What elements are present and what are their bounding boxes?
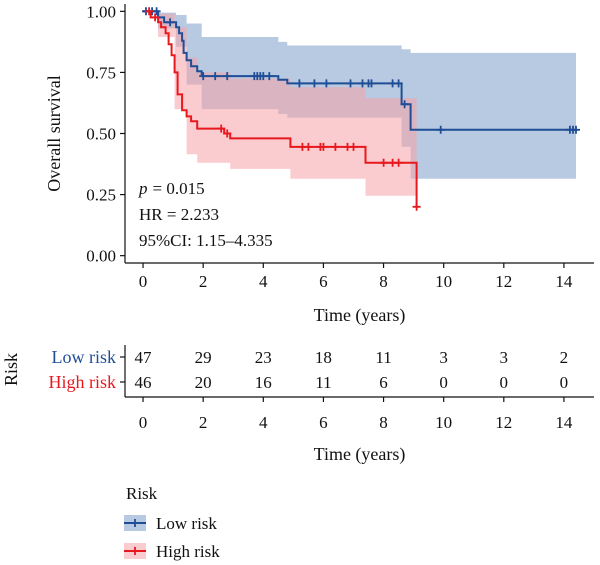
low-risk-risk-count: 29: [195, 348, 212, 367]
high-risk-censor-mark-3: [223, 129, 232, 138]
high-risk-risk-count: 6: [379, 373, 388, 392]
low-risk-risk-row-label: Low risk: [52, 347, 117, 367]
risk-x-axis-label: Time (years): [314, 444, 406, 465]
x-tick-label: 6: [319, 272, 328, 291]
low-risk-risk-count: 3: [439, 348, 448, 367]
high-risk-censor-mark-8: [331, 142, 340, 151]
y-axis-label: Overall survival: [44, 75, 64, 191]
low-risk-censor-mark-12: [295, 79, 304, 88]
x-tick-label: 2: [199, 272, 208, 291]
low-risk-censor-mark-21: [400, 100, 409, 109]
censor-marks: [142, 7, 580, 211]
x-axis-label: Time (years): [314, 305, 406, 326]
high-risk-censor-mark-13: [394, 158, 403, 167]
y-tick-label: 0.25: [86, 186, 116, 205]
low-risk-censor-mark-18: [367, 79, 376, 88]
y-tick-label: 0.50: [86, 125, 116, 144]
risk-x-tick-label: 8: [379, 413, 388, 432]
high-risk-censor-mark-10: [349, 142, 358, 151]
low-risk-censor-mark-6: [223, 72, 232, 81]
km-axes: 0.00 0.25 0.50 0.75 1.00 0 2 4 6 8 10 12 14 Time (yea…: [44, 2, 594, 326]
x-tick-label: 0: [139, 272, 148, 291]
high-risk-censor-mark-7: [319, 142, 328, 151]
risk-x-tick-label: 10: [435, 413, 452, 432]
high-risk-censor-mark-0: [145, 7, 154, 16]
low-risk-censor-mark-13: [310, 79, 319, 88]
high-risk-risk-count: 0: [500, 373, 509, 392]
high-risk-censor-mark-1: [151, 13, 160, 22]
high-risk-risk-count: 11: [315, 373, 331, 392]
low-risk-censor-mark-20: [394, 79, 403, 88]
legend-item-high-risk: High risk: [124, 542, 220, 561]
high-risk-risk-count: 0: [439, 373, 448, 392]
risk-table-title: Risk: [1, 353, 21, 386]
y-tick-label: 0.75: [86, 63, 116, 82]
high-risk-censor-mark-11: [379, 158, 388, 167]
stats-annotation: p = 0.015 HR = 2.233 95%CI: 1.15–4.335: [138, 179, 273, 250]
legend: Risk Low risk High risk: [124, 484, 220, 561]
low-risk-risk-count: 47: [135, 348, 153, 367]
km-plot: 0.00 0.25 0.50 0.75 1.00 0 2 4 6 8 10 12 14 Time (yea…: [44, 2, 594, 326]
y-tick-label: 0.00: [86, 247, 116, 266]
low-risk-censor-mark-15: [346, 79, 355, 88]
x-tick-label: 8: [379, 272, 388, 291]
low-risk-censor-mark-2: [152, 7, 161, 16]
low-risk-legend-label: Low risk: [156, 514, 217, 533]
risk-x-tick-label: 2: [199, 413, 208, 432]
legend-item-low-risk: Low risk: [124, 514, 217, 533]
low-risk-censor-mark-25: [572, 125, 580, 134]
risk-x-tick-label: 0: [139, 413, 148, 432]
high-risk-legend-label: High risk: [156, 542, 220, 561]
low-risk-censor-mark-14: [322, 79, 331, 88]
low-risk-censor-mark-11: [265, 72, 274, 81]
confidence-interval-text: 95%CI: 1.15–4.335: [139, 231, 273, 250]
low-risk-risk-count: 18: [315, 348, 332, 367]
high-risk-legend-marker: [131, 547, 139, 555]
x-tick-label: 14: [555, 272, 573, 291]
confidence-bands: [143, 11, 576, 245]
x-tick-label: 4: [259, 272, 268, 291]
high-risk-risk-count: 16: [255, 373, 272, 392]
high-risk-ci-band: [143, 11, 417, 245]
high-risk-survival-line: [143, 10, 418, 207]
high-risk-censor-mark-14: [412, 202, 421, 211]
high-risk-risk-count: 46: [135, 373, 152, 392]
x-tick-label: 10: [435, 272, 452, 291]
low-risk-censor-mark-3: [166, 18, 175, 27]
legend-items: Low risk High risk: [124, 514, 220, 561]
high-risk-censor-mark-5: [304, 142, 313, 151]
x-tick-label: 12: [495, 272, 512, 291]
risk-x-tick-label: 4: [259, 413, 268, 432]
high-risk-risk-row-label: High risk: [49, 372, 117, 392]
risk-x-tick-label: 12: [495, 413, 512, 432]
p-value-text: p = 0.015: [138, 179, 205, 198]
high-risk-censor-mark-2: [217, 124, 226, 133]
high-risk-risk-count: 20: [195, 373, 212, 392]
low-risk-risk-count: 23: [255, 348, 272, 367]
low-risk-censor-mark-22: [436, 125, 445, 134]
hazard-ratio-text: HR = 2.233: [139, 205, 219, 224]
y-tick-label: 1.00: [86, 2, 116, 21]
low-risk-censor-mark-4: [199, 72, 208, 81]
low-risk-risk-count: 3: [500, 348, 509, 367]
low-risk-censor-mark-5: [211, 72, 220, 81]
low-risk-risk-count: 11: [375, 348, 391, 367]
high-risk-risk-count: 0: [560, 373, 569, 392]
risk-x-tick-label: 14: [555, 413, 573, 432]
risk-x-tick-label: 6: [319, 413, 328, 432]
low-risk-legend-marker: [131, 519, 139, 527]
low-risk-risk-count: 2: [560, 348, 569, 367]
legend-title: Risk: [126, 484, 158, 503]
